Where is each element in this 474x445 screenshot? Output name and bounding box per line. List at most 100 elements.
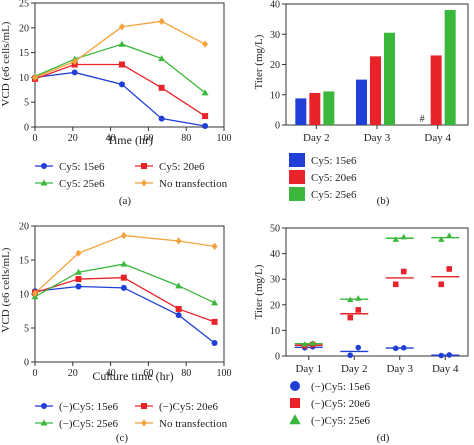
a-plot-ytick-label: 15 [19, 48, 29, 59]
panel-c-label: (c) [116, 432, 129, 444]
c-plot-ytick-label: 15 [19, 256, 29, 267]
legend-swatch-0 [289, 153, 305, 167]
bar-s0-c0 [295, 98, 307, 125]
a-plot-ytick-label: 25 [19, 0, 29, 10]
data-point-s2-3 [175, 282, 183, 289]
data-point-s0-7 [446, 352, 453, 358]
panel-c-plot: 0 5 10 15 20 0 20 40 60 80 100 [19, 222, 232, 380]
legend-label-3: No transfection [159, 418, 228, 430]
legend-swatch-1 [289, 170, 305, 184]
panel-d-ylabel: Titer (mg/L) [253, 264, 265, 319]
panel-d: 0 10 20 30 40 50 Day 1 Day 2 Day 3 Day 4 Titer (m… [253, 224, 469, 444]
data-point-s0-1 [71, 69, 78, 76]
c-plot-ytick-label: 0 [24, 358, 29, 369]
data-point-s0-5 [400, 345, 407, 351]
bar-s2-c2 [444, 10, 456, 125]
data-point-s2-1 [309, 339, 316, 346]
data-point-s2-2 [118, 40, 126, 47]
category-label: Day 2 [303, 132, 330, 144]
category-label: Day 2 [341, 363, 368, 375]
data-point-s3-3 [175, 237, 182, 245]
legend-label-1: (−)Cy5: 20e6 [159, 401, 219, 413]
d-ytick-label: 10 [270, 326, 280, 337]
data-point-s1-2 [347, 314, 354, 321]
data-point-s2-3 [355, 295, 362, 301]
data-point-s1-2 [120, 274, 127, 281]
category-label: Day 3 [364, 132, 391, 144]
data-point-s1-2 [118, 61, 125, 68]
a-plot-ytick-label: 0 [24, 123, 29, 134]
c-plot-xtick-label: 100 [217, 368, 232, 379]
legend-marker-1 [290, 398, 300, 408]
a-plot-xtick-label: 60 [143, 133, 153, 144]
data-point-s3-1 [71, 57, 78, 66]
panel-c-legend: (−)Cy5: 15e6 (−)Cy5: 20e6 (−)Cy5: 25e6 No t… [35, 401, 228, 430]
legend-label-0: Cy5: 15e6 [59, 161, 105, 173]
bar-s0-c1 [356, 79, 367, 125]
legend-label-2: (−)Cy5: 25e6 [59, 418, 119, 430]
legend-marker-3 [141, 179, 147, 187]
legend-label-0: (−)Cy5: 15e6 [59, 401, 119, 413]
plot-frame [285, 227, 469, 357]
panel-c-xlabel: Culture time (hr) [92, 369, 173, 383]
legend-marker-3 [141, 419, 147, 427]
a-plot-xtick-label: 40 [106, 133, 116, 144]
legend-marker-0 [290, 381, 300, 391]
data-point-s1-3 [158, 84, 165, 91]
panel-b-legend: Cy5: 15e6 Cy5: 20e6 Cy5: 25e6 [289, 153, 357, 201]
data-point-s2-2 [120, 260, 128, 267]
c-plot-xtick-label: 20 [68, 368, 78, 379]
legend-label-1: Cy5: 20e6 [159, 161, 205, 173]
data-point-s2-4 [392, 236, 399, 242]
legend-label-3: No transfection [159, 178, 228, 190]
panel-c: 0 5 10 15 20 0 20 40 60 80 100 Culture time (hr) V… [0, 222, 232, 445]
data-point-s0-3 [175, 312, 182, 319]
d-ytick-label: 0 [275, 352, 280, 363]
data-point-s0-4 [211, 339, 218, 346]
data-point-s3-4 [211, 242, 218, 250]
data-point-s2-4 [211, 299, 218, 306]
c-plot-ytick-label: 20 [19, 222, 29, 233]
data-point-s1-4 [211, 318, 218, 325]
data-point-s2-2 [347, 296, 354, 303]
category-label: Day 4 [424, 132, 451, 144]
data-point-s1-4 [202, 113, 209, 120]
c-plot-xtick-label: 0 [33, 368, 38, 379]
d-ytick-label: 30 [270, 275, 280, 286]
legend-label-1: (−)Cy5: 20e6 [311, 398, 371, 410]
category-label: Day 4 [432, 363, 459, 375]
legend-marker-2 [40, 179, 48, 186]
data-point-s2-5 [400, 233, 407, 240]
data-point-s1-3 [175, 305, 182, 312]
data-point-s0-1 [75, 283, 82, 290]
a-plot-ytick-label: 5 [24, 98, 29, 109]
panel-d-label: (d) [377, 432, 390, 444]
series-line-1 [34, 277, 215, 323]
legend-label-2: Cy5: 25e6 [59, 178, 105, 190]
d-ytick-label: 50 [270, 224, 280, 235]
a-plot-xtick-label: 100 [217, 133, 232, 144]
b-ytick-label: 0 [275, 121, 280, 132]
data-point-s3-0 [32, 73, 38, 81]
a-plot-xtick-label: 0 [33, 133, 38, 144]
panel-c-ylabel: VCD (e6 cells/mL) [0, 247, 12, 332]
data-point-s0-2 [118, 81, 125, 88]
panel-a-legend: Cy5: 15e6 Cy5: 20e6 Cy5: 25e6 No transfecti… [35, 161, 228, 190]
bar-s1-c2 [430, 55, 442, 125]
a-plot-xtick-label: 20 [68, 133, 78, 144]
legend-label-2: Cy5: 25e6 [311, 189, 357, 201]
a-plot-xtick-label: 80 [181, 133, 191, 144]
a-plot-ytick-label: 20 [19, 23, 29, 34]
panel-b-ylabel: Titer (mg/L) [253, 34, 265, 89]
legend-label-1: Cy5: 20e6 [311, 172, 357, 184]
legend-swatch-2 [289, 187, 305, 201]
panel-d-plot: 0 10 20 30 40 50 Day 1 Day 2 Day 3 Day 4 [270, 224, 469, 375]
data-point-s3-2 [120, 231, 127, 240]
data-point-s3-2 [118, 23, 125, 31]
panel-b: 0 10 20 30 40 Day 2 Day 3 Day 4 # Titer (mg/L) C… [253, 0, 469, 207]
data-point-s2-1 [75, 268, 82, 275]
data-point-s0-6 [438, 352, 445, 359]
data-point-s0-2 [347, 352, 354, 359]
series-line-0 [34, 285, 215, 344]
